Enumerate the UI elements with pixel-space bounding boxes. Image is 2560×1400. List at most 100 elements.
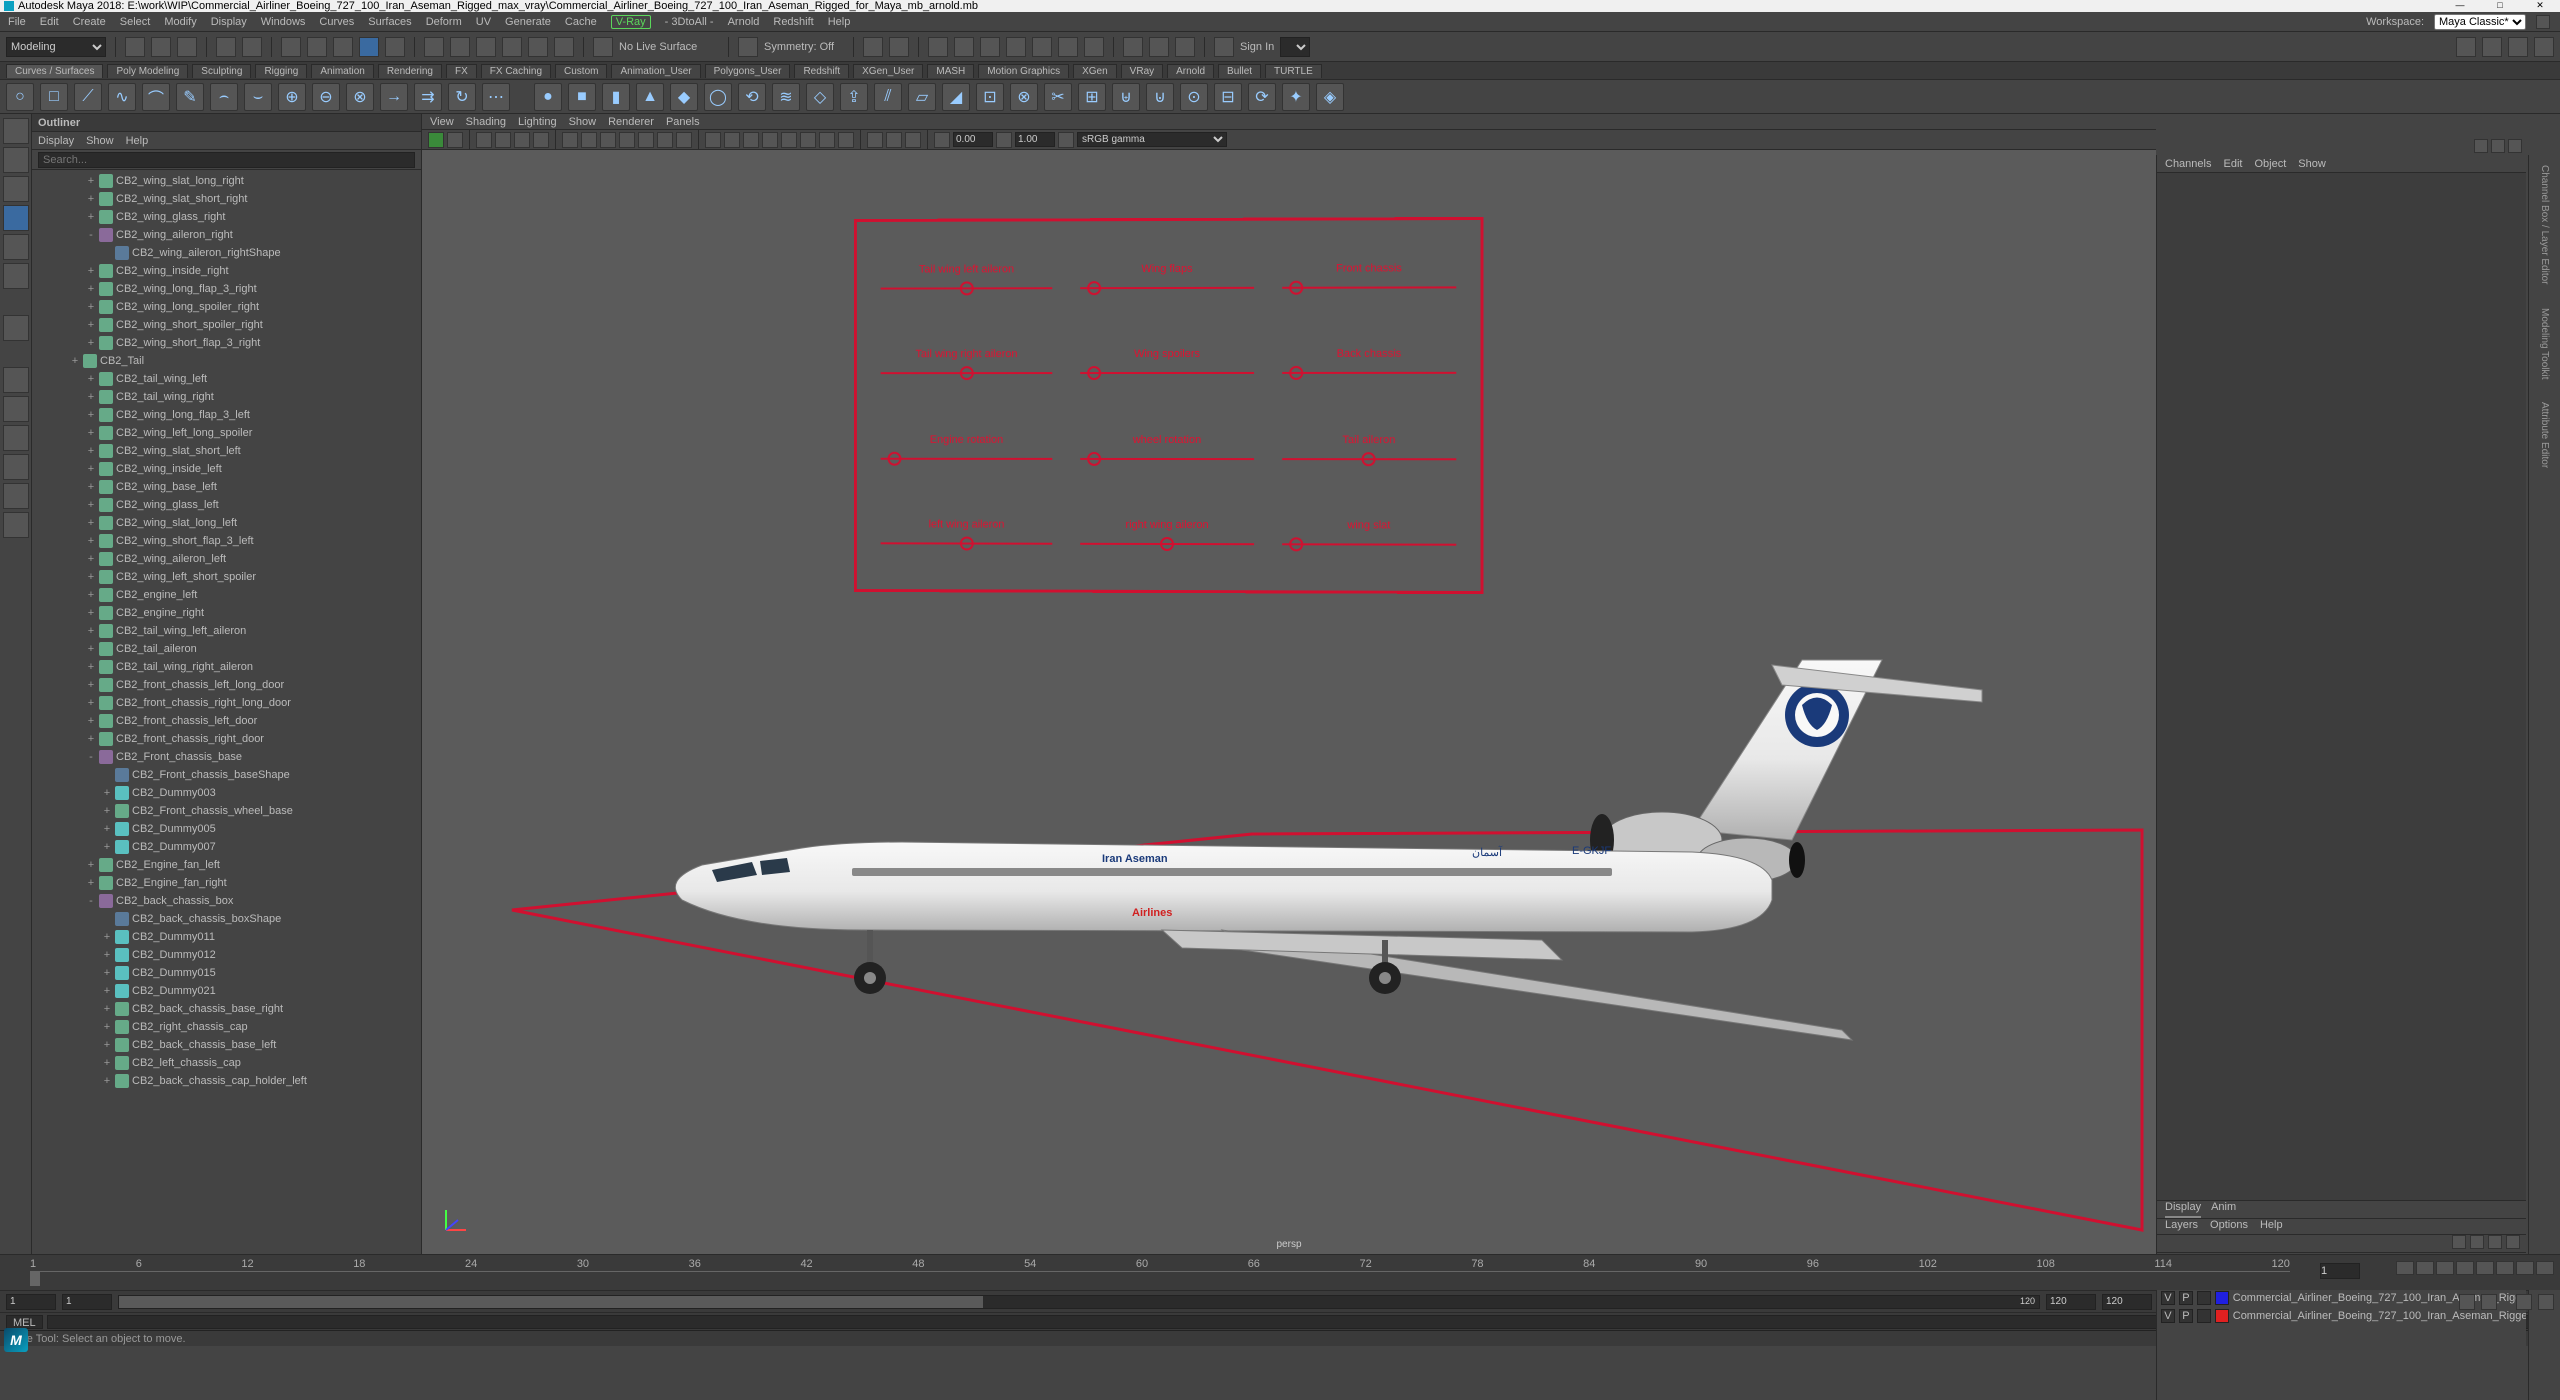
shelf-tab-5[interactable]: Rendering (378, 64, 442, 78)
snap-live-icon[interactable] (528, 37, 548, 57)
menu-deform[interactable]: Deform (426, 16, 462, 28)
symmetry-icon[interactable] (738, 37, 758, 57)
signin-label[interactable]: Sign In (1240, 41, 1274, 53)
menu-redshift[interactable]: Redshift (773, 16, 813, 28)
undo-icon[interactable] (216, 37, 236, 57)
chbox-toggle-1-icon[interactable] (2474, 139, 2488, 153)
offset-icon[interactable]: ⇉ (414, 83, 442, 111)
light-editor-icon[interactable] (1084, 37, 1104, 57)
rig-control-3[interactable]: Tail wing right aileron (877, 324, 1057, 401)
insert-knot-icon[interactable]: ⊗ (346, 83, 374, 111)
go-end-icon[interactable] (2536, 1261, 2554, 1275)
film-gate-icon[interactable] (581, 132, 597, 148)
save-scene-icon[interactable] (177, 37, 197, 57)
layer-menu-layers[interactable]: Layers (2165, 1219, 2198, 1234)
rig-control-0[interactable]: Tail wing left aileron (877, 239, 1057, 316)
outliner-item[interactable]: +CB2_tail_aileron (32, 640, 421, 658)
menu-uv[interactable]: UV (476, 16, 491, 28)
shelf-tab-7[interactable]: FX Caching (481, 64, 551, 78)
outliner-item[interactable]: +CB2_left_chassis_cap (32, 1054, 421, 1072)
exposure-field[interactable] (953, 132, 993, 147)
outliner-item[interactable]: +CB2_Front_chassis_wheel_base (32, 802, 421, 820)
bookmark-icon[interactable] (495, 132, 511, 148)
isolate-icon[interactable] (867, 132, 883, 148)
exposure-icon[interactable] (934, 132, 950, 148)
render-setup-icon[interactable] (1058, 37, 1078, 57)
sel-face-icon[interactable] (333, 37, 353, 57)
gamma-icon[interactable] (996, 132, 1012, 148)
lights-icon[interactable] (762, 132, 778, 148)
outliner-item[interactable]: +CB2_wing_inside_left (32, 460, 421, 478)
shaded-icon[interactable] (724, 132, 740, 148)
go-start-icon[interactable] (2396, 1261, 2414, 1275)
nurbs-sphere-icon[interactable]: ● (534, 83, 562, 111)
outliner-item[interactable]: +CB2_tail_wing_left_aileron (32, 622, 421, 640)
circle-icon[interactable]: ○ (6, 83, 34, 111)
outliner-item[interactable]: +CB2_wing_left_short_spoiler (32, 568, 421, 586)
outliner-item[interactable]: +CB2_right_chassis_cap (32, 1018, 421, 1036)
outliner-item[interactable]: +CB2_wing_slat_long_right (32, 172, 421, 190)
surface-edit-icon[interactable]: ◈ (1316, 83, 1344, 111)
play-icon[interactable] (1149, 37, 1169, 57)
sculpt-surf-icon[interactable]: ✦ (1282, 83, 1310, 111)
two-pane-stack-icon[interactable] (3, 454, 29, 480)
view-transform-icon[interactable] (1058, 132, 1074, 148)
live-surface-icon[interactable] (593, 37, 613, 57)
two-pane-side-icon[interactable] (3, 425, 29, 451)
anim-end-field[interactable] (2102, 1294, 2152, 1310)
addpoints-icon[interactable]: ⋯ (482, 83, 510, 111)
layer-up-icon[interactable] (2452, 1235, 2466, 1249)
gamma-field[interactable] (1015, 132, 1055, 147)
range-end-field[interactable] (2046, 1294, 2096, 1310)
pause-icon[interactable] (1175, 37, 1195, 57)
project-icon[interactable]: ⊡ (976, 83, 1004, 111)
new-scene-icon[interactable] (125, 37, 145, 57)
outliner-item[interactable]: +CB2_Dummy007 (32, 838, 421, 856)
chbox-toggle-2-icon[interactable] (2491, 139, 2505, 153)
detach-icon[interactable]: ⊖ (312, 83, 340, 111)
menu-edit[interactable]: Edit (40, 16, 59, 28)
shelf-tab-6[interactable]: FX (446, 64, 477, 78)
attribute-editor-tab[interactable]: Attribute Editor (2539, 402, 2550, 468)
shelf-tab-14[interactable]: Motion Graphics (978, 64, 1069, 78)
shelf-tab-16[interactable]: VRay (1121, 64, 1163, 78)
step-back-icon[interactable] (2436, 1261, 2454, 1275)
outliner-item[interactable]: +CB2_wing_glass_left (32, 496, 421, 514)
wireframe-icon[interactable] (705, 132, 721, 148)
grid-icon[interactable] (562, 132, 578, 148)
menu-create[interactable]: Create (73, 16, 106, 28)
outliner-item[interactable]: +CB2_Dummy012 (32, 946, 421, 964)
outliner-item[interactable]: +CB2_wing_inside_right (32, 262, 421, 280)
maximize-button[interactable]: □ (2480, 0, 2520, 12)
shelf-tab-15[interactable]: XGen (1073, 64, 1117, 78)
arc3-icon[interactable]: ⌢ (210, 83, 238, 111)
menu-curves[interactable]: Curves (319, 16, 354, 28)
nurbs-torus-icon[interactable]: ◯ (704, 83, 732, 111)
textured-icon[interactable] (743, 132, 759, 148)
color-mgmt-dropdown[interactable]: sRGB gamma (1077, 132, 1227, 147)
vp-menu-renderer[interactable]: Renderer (608, 116, 654, 128)
bevel-icon[interactable]: ◢ (942, 83, 970, 111)
rig-control-11[interactable]: wing slat (1278, 495, 1460, 573)
layer-menu-options[interactable]: Options (2210, 1219, 2248, 1234)
minimize-button[interactable]: — (2440, 0, 2480, 12)
modeling-toolkit-icon[interactable] (2456, 37, 2476, 57)
outliner-item[interactable]: +CB2_Engine_fan_right (32, 874, 421, 892)
outliner-item[interactable]: +CB2_front_chassis_right_door (32, 730, 421, 748)
shelf-tab-11[interactable]: Redshift (794, 64, 849, 78)
rebuild-icon[interactable]: ↻ (448, 83, 476, 111)
rig-control-8[interactable]: Tail aileron (1278, 410, 1460, 488)
rotate-tool[interactable] (3, 234, 29, 260)
outliner-item[interactable]: +CB2_back_chassis_cap_holder_left (32, 1072, 421, 1090)
insert-iso-icon[interactable]: ⊟ (1214, 83, 1242, 111)
grease-icon[interactable] (533, 132, 549, 148)
res-gate-icon[interactable] (600, 132, 616, 148)
open-scene-icon[interactable] (151, 37, 171, 57)
menu-dtoall[interactable]: - 3DtoAll - (665, 16, 714, 28)
extrude-icon[interactable]: ⇪ (840, 83, 868, 111)
menu-select[interactable]: Select (120, 16, 151, 28)
ipr-icon[interactable] (954, 37, 974, 57)
ao-icon[interactable] (800, 132, 816, 148)
outliner-item[interactable]: -CB2_back_chassis_box (32, 892, 421, 910)
three-pane-icon[interactable] (3, 483, 29, 509)
